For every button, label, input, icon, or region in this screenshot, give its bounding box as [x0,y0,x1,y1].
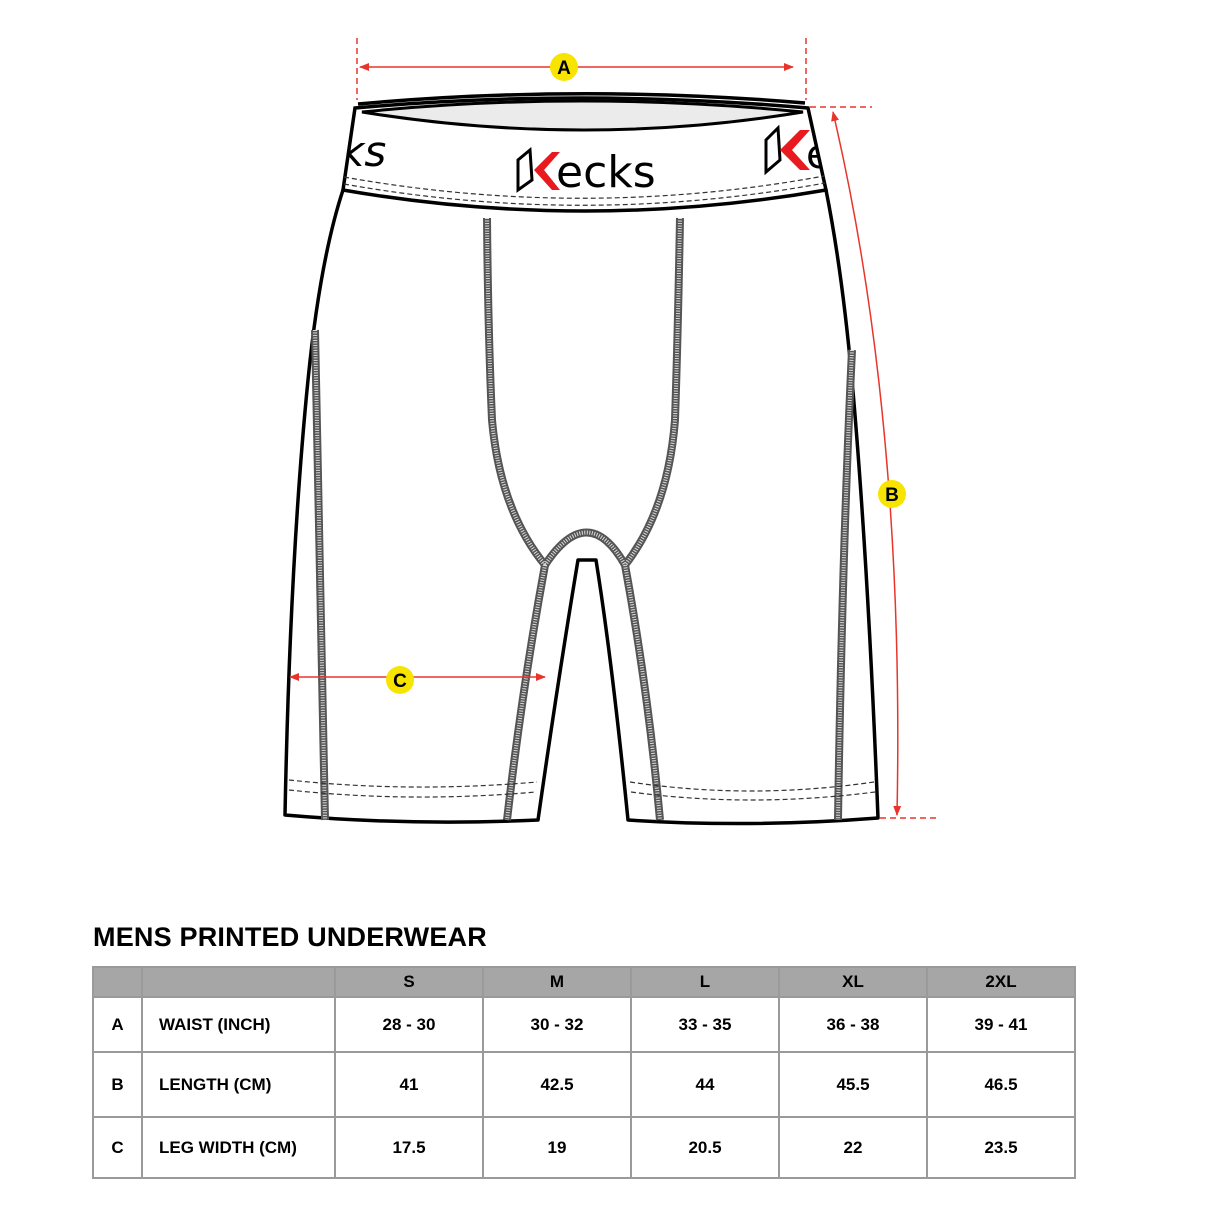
waistband-inner [361,99,804,132]
cell: 46.5 [926,1051,1076,1118]
cell: 36 - 38 [778,996,928,1053]
cell: 17.5 [334,1116,484,1179]
header-size: 2XL [926,966,1076,998]
row-label: WAIST (INCH) [141,996,336,1053]
brand-logo: ecks [516,146,656,198]
cell: 45.5 [778,1051,928,1118]
header-label-cell [141,966,336,998]
shorts-outline [283,188,880,826]
marker-c: C [386,666,414,694]
cell: 22 [778,1116,928,1179]
row-key: A [92,996,143,1053]
row-key: C [92,1116,143,1179]
marker-b: B [878,480,906,508]
cell: 42.5 [482,1051,632,1118]
cell: 39 - 41 [926,996,1076,1053]
size-chart-table: S M L XL 2XL A WAIST (INCH) 28 - 30 30 -… [92,966,1076,1179]
row-label: LENGTH (CM) [141,1051,336,1118]
cell: 41 [334,1051,484,1118]
header-size: M [482,966,632,998]
cell: 44 [630,1051,780,1118]
svg-text:B: B [885,485,899,506]
marker-a: A [550,53,578,81]
header-key-cell [92,966,143,998]
shorts-size-diagram: ecks ks e [283,38,938,826]
svg-text:ecks: ecks [556,147,656,198]
svg-text:A: A [557,58,571,79]
header-size: XL [778,966,928,998]
cell: 28 - 30 [334,996,484,1053]
cell: 19 [482,1116,632,1179]
table-row: A WAIST (INCH) 28 - 30 30 - 32 33 - 35 3… [92,996,1076,1053]
waistband [341,96,829,213]
dimension-a [356,38,807,100]
cell: 33 - 35 [630,996,780,1053]
dimension-b [810,106,938,819]
table-row: B LENGTH (CM) 41 42.5 44 45.5 46.5 [92,1051,1076,1118]
cell: 30 - 32 [482,996,632,1053]
header-size: L [630,966,780,998]
table-title: MENS PRINTED UNDERWEAR [93,922,487,952]
header-size: S [334,966,484,998]
table-row: C LEG WIDTH (CM) 17.5 19 20.5 22 23.5 [92,1116,1076,1179]
row-key: B [92,1051,143,1118]
row-label: LEG WIDTH (CM) [141,1116,336,1179]
waistband-stitch [343,175,825,199]
cell: 23.5 [926,1116,1076,1179]
cell: 20.5 [630,1116,780,1179]
hem-stitch [288,779,876,801]
table-header-row: S M L XL 2XL [92,966,1076,998]
svg-text:e: e [806,132,831,178]
svg-text:C: C [393,671,407,692]
